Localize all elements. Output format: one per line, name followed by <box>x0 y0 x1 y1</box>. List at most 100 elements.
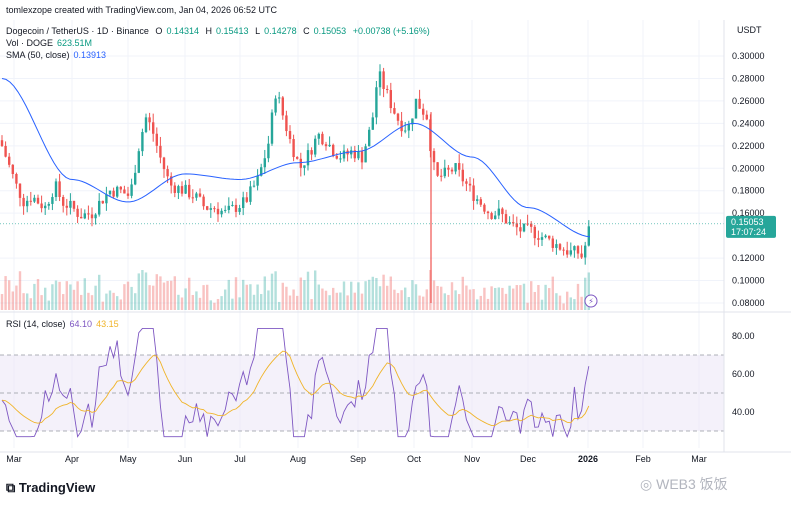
volume-bar <box>252 294 256 310</box>
candle-body <box>191 197 194 199</box>
volume-bar <box>522 283 526 310</box>
volume-bar <box>537 284 540 310</box>
volume-bar <box>98 274 101 310</box>
volume-bar <box>486 298 490 310</box>
volume-bar <box>501 287 504 310</box>
volume-bar <box>450 282 454 310</box>
tradingview-logo[interactable]: ⧉ TradingView <box>6 480 95 496</box>
candle-body <box>512 222 515 224</box>
candle-body <box>188 184 191 198</box>
volume-bar <box>166 280 169 310</box>
candle-body <box>148 117 151 123</box>
volume-bar <box>400 290 403 310</box>
candle-body <box>101 200 104 204</box>
volume-bar <box>472 289 475 310</box>
volume-bar <box>526 302 529 310</box>
volume-bar <box>108 290 112 310</box>
candle-body <box>562 249 565 251</box>
volume-bar <box>141 270 144 310</box>
sma-line <box>1 78 591 238</box>
rsi-label[interactable]: RSI (14, close) <box>6 319 66 329</box>
candle-body <box>314 138 317 155</box>
volume-bar <box>414 284 418 310</box>
candle-body <box>461 169 464 182</box>
volume-bar <box>234 277 238 310</box>
candle-body <box>116 186 119 197</box>
candle-body <box>296 157 299 159</box>
candle-body <box>310 150 313 155</box>
candle-body <box>436 162 439 176</box>
volume-bar <box>328 295 331 310</box>
volume-bar <box>8 280 11 310</box>
volume-bar <box>292 289 295 310</box>
volume-bar <box>389 276 392 310</box>
volume-bar <box>76 281 79 310</box>
price-tick-label: 0.24000 <box>732 118 765 128</box>
volume-bar <box>587 272 590 310</box>
candle-body <box>490 213 493 219</box>
candle-body <box>65 205 68 208</box>
symbol-title[interactable]: Dogecoin / TetherUS · 1D · Binance <box>6 26 149 36</box>
tradingview-logo-mark: ⧉ <box>6 480 19 495</box>
volume-bar <box>533 291 536 310</box>
volume-bar <box>180 297 184 310</box>
change-value: +0.00738 (+5.16%) <box>352 26 430 36</box>
candle-body <box>231 204 234 206</box>
candle-body <box>303 165 306 168</box>
volume-bar <box>515 285 518 310</box>
candle-body <box>58 181 61 198</box>
volume-bar <box>317 284 320 310</box>
candle-body <box>425 114 428 120</box>
candle-body <box>141 132 144 152</box>
axes: 0.30000 0.28000 0.26000 0.24000 0.22000 0.200… <box>0 20 791 464</box>
volume-bar <box>278 301 281 310</box>
volume-bar <box>573 299 576 310</box>
volume-bar <box>44 287 47 310</box>
volume-bar <box>436 285 439 310</box>
open-value: 0.14314 <box>166 26 199 36</box>
volume-label[interactable]: Vol · DOGE <box>6 38 54 48</box>
volume-bar <box>461 276 464 310</box>
volume-bar <box>220 296 223 310</box>
rsi-legend-row: RSI (14, close) 64.10 43.15 <box>6 319 123 329</box>
candle-body <box>198 193 202 197</box>
candle-body <box>414 98 418 119</box>
candle-body <box>238 208 241 212</box>
sma-label[interactable]: SMA (50, close) <box>6 50 70 60</box>
volume-bar <box>126 281 130 310</box>
volume-bar <box>342 281 346 310</box>
volume-bar <box>0 294 4 310</box>
rsi-tick-label: 40.00 <box>732 407 755 417</box>
price-tick-label: 0.20000 <box>732 163 765 173</box>
volume-bar <box>296 295 299 310</box>
sma-value: 0.13913 <box>73 50 107 60</box>
volume-bar <box>306 271 310 310</box>
candle-body <box>152 122 155 134</box>
candle-body <box>368 129 371 147</box>
volume-bar <box>137 273 140 310</box>
sma-50-line <box>1 78 591 238</box>
volume-bar <box>378 286 382 310</box>
time-tick-label: Jun <box>178 454 193 464</box>
last-price-value: 0.15053 <box>731 217 764 227</box>
candle-body <box>44 205 47 209</box>
candle-body <box>270 112 274 144</box>
volume-bar <box>177 294 180 310</box>
volume-bar <box>209 300 212 310</box>
volume-bar <box>386 285 389 310</box>
volume-bar <box>162 282 166 310</box>
volume-bar <box>62 294 65 310</box>
volume-bar <box>54 280 58 310</box>
volume-bar <box>198 297 202 310</box>
rsi-tick-label: 80.00 <box>732 331 755 341</box>
candle-body <box>587 226 590 246</box>
volume-bar <box>216 299 220 310</box>
candle-body <box>281 97 284 116</box>
volume-bar <box>339 292 342 310</box>
candle-body <box>234 204 238 212</box>
candle-body <box>400 120 403 132</box>
candle-body <box>62 197 65 206</box>
volume-bar <box>490 286 493 310</box>
candle-body <box>278 97 281 99</box>
